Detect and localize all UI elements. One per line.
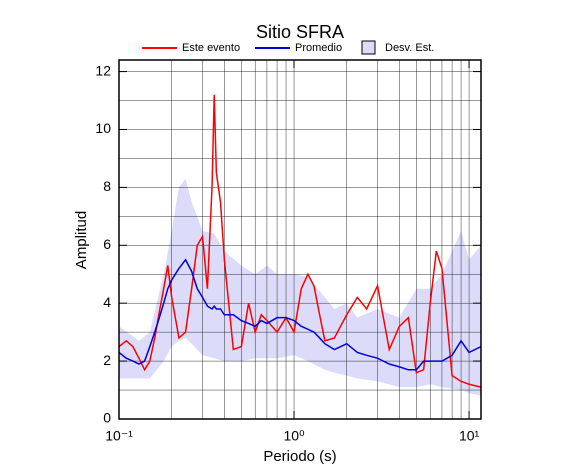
y-tick-label: 6 (103, 236, 111, 252)
legend-label: Promedio (295, 42, 342, 54)
x-tick-label: 10¹ (459, 428, 480, 444)
plot-frame (118, 59, 482, 420)
y-tick-label: 12 (95, 62, 111, 78)
y-tick-label: 4 (103, 294, 111, 310)
legend-label: Este evento (182, 42, 240, 54)
legend-swatch (361, 40, 376, 55)
y-tick-label: 10 (95, 120, 111, 136)
series-line (118, 94, 482, 388)
y-axis-label: Amplitud (73, 211, 90, 269)
y-tick-label: 0 (103, 410, 111, 426)
chart-title: Sitio SFRA (256, 22, 344, 42)
std-band (119, 178, 481, 396)
series-line (118, 258, 482, 371)
x-tick-label: 10⁰ (283, 428, 305, 444)
x-axis-label: Periodo (s) (263, 448, 336, 465)
x-tick-label: 10⁻¹ (105, 428, 133, 444)
y-tick-label: 8 (103, 178, 111, 194)
y-tick-label: 2 (103, 352, 111, 368)
legend-label: Desv. Est. (385, 42, 434, 54)
